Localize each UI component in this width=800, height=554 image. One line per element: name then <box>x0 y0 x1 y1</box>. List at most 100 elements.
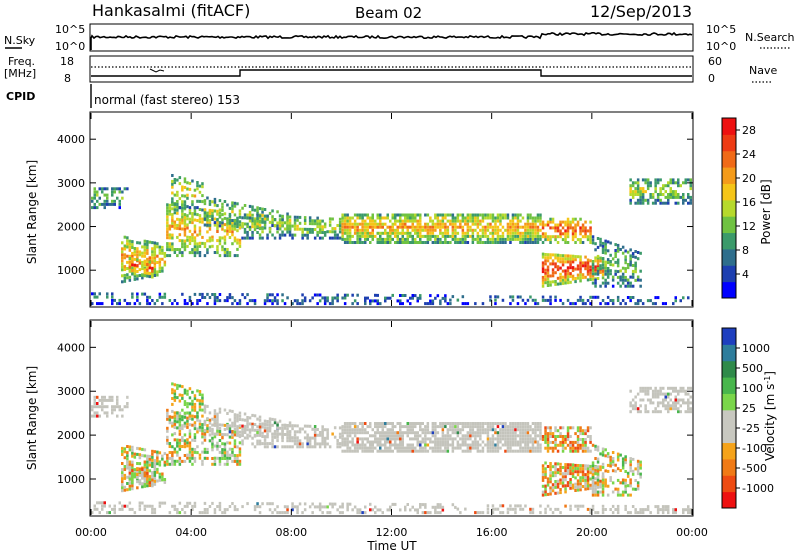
velocity-cell <box>621 493 625 497</box>
velocity-cell <box>551 471 555 475</box>
power-cell <box>426 302 430 306</box>
power-cell <box>399 216 402 220</box>
power-cell <box>674 181 677 185</box>
power-cell <box>248 236 252 240</box>
freq-strip-frame <box>89 55 694 83</box>
power-colorbar-cell-0 <box>722 281 736 299</box>
power-cell <box>586 267 590 270</box>
velocity-cell <box>216 444 219 448</box>
velocity-cell <box>366 446 369 450</box>
velocity-cell <box>554 443 557 447</box>
velocity-cell <box>574 482 577 486</box>
velocity-cell <box>371 443 374 447</box>
velocity-cell <box>143 474 147 478</box>
power-cell <box>584 261 587 265</box>
power-cell <box>231 233 234 237</box>
velocity-cell <box>569 469 572 473</box>
velocity-cell <box>479 443 482 447</box>
velocity-cell <box>609 476 612 480</box>
velocity-cell <box>446 449 450 453</box>
velocity-cell <box>223 454 227 458</box>
power-cell <box>549 238 552 242</box>
power-cell <box>536 219 540 223</box>
velocity-cell <box>584 467 587 471</box>
power-cell <box>173 202 177 206</box>
power-cell <box>536 225 540 229</box>
power-cell <box>511 222 515 226</box>
power-cell <box>186 193 189 197</box>
power-cell <box>384 296 387 300</box>
y-tick-label-power-0: 1000 <box>57 264 85 277</box>
velocity-cell <box>103 504 106 508</box>
power-cell <box>166 245 169 249</box>
velocity-cell <box>103 405 106 409</box>
power-cell <box>464 241 467 244</box>
power-cell <box>231 242 234 246</box>
power-cell <box>221 208 224 212</box>
power-cell <box>526 225 530 229</box>
velocity-cell <box>687 386 690 390</box>
velocity-cell <box>586 446 590 450</box>
velocity-cell <box>674 404 677 408</box>
power-cell <box>401 219 404 223</box>
power-cell <box>531 241 535 244</box>
power-cell <box>604 266 607 270</box>
power-cell <box>506 228 510 232</box>
power-cell <box>529 213 532 217</box>
power-cell <box>489 213 492 217</box>
velocity-cell <box>301 511 304 515</box>
power-cell <box>569 263 572 267</box>
velocity-cell <box>198 402 202 406</box>
velocity-cell <box>504 428 507 432</box>
velocity-cell <box>369 443 372 447</box>
velocity-cell <box>366 440 369 444</box>
velocity-cell <box>273 435 277 439</box>
velocity-colorbar-cell-4 <box>722 426 736 444</box>
power-cell <box>667 184 670 188</box>
velocity-cell <box>358 511 362 515</box>
power-cell <box>566 223 570 227</box>
power-cell <box>451 213 455 217</box>
velocity-cell <box>318 442 322 446</box>
velocity-cell <box>128 501 132 505</box>
power-cell <box>516 222 520 226</box>
velocity-cell <box>201 511 204 515</box>
power-cell <box>471 241 475 244</box>
velocity-cell <box>333 435 337 439</box>
power-cell <box>611 257 615 261</box>
power-cell <box>534 228 537 232</box>
velocity-cell <box>166 453 169 457</box>
velocity-cell <box>456 446 460 450</box>
velocity-cell <box>374 431 377 435</box>
power-cell <box>166 221 169 225</box>
power-cell <box>238 226 242 230</box>
velocity-cell <box>616 467 620 471</box>
velocity-cell <box>251 425 254 429</box>
power-cell <box>499 222 502 226</box>
velocity-cell <box>561 426 565 430</box>
velocity-cell <box>596 475 600 479</box>
velocity-cell <box>536 440 540 444</box>
power-cell <box>348 231 352 235</box>
power-cell <box>631 190 635 194</box>
power-cell <box>546 235 550 239</box>
velocity-cell <box>196 398 199 402</box>
velocity-cell <box>128 445 132 449</box>
power-cell <box>386 225 389 229</box>
power-cell <box>93 196 96 200</box>
power-cell <box>248 216 252 220</box>
power-cell <box>456 219 460 223</box>
power-cell <box>454 237 457 241</box>
velocity-cell <box>586 435 590 438</box>
power-cell <box>544 281 547 285</box>
power-cell <box>213 296 217 299</box>
power-cell <box>689 184 692 188</box>
velocity-cell <box>346 434 349 438</box>
velocity-cell <box>243 427 247 431</box>
power-cell <box>156 273 159 277</box>
power-cell <box>291 233 294 237</box>
velocity-cell <box>386 449 389 453</box>
power-cell <box>173 248 177 251</box>
velocity-cell <box>474 443 477 447</box>
power-cell <box>524 237 527 241</box>
